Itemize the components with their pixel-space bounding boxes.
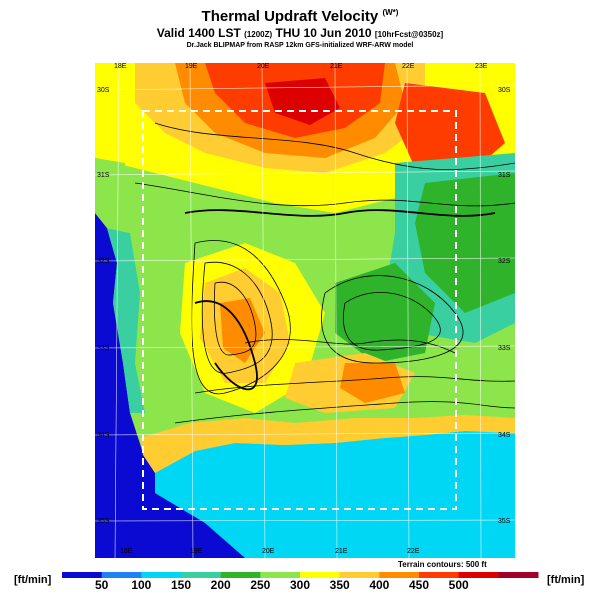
- lat-label-right: 31S: [498, 172, 511, 179]
- colorbar-swatch: [498, 572, 539, 578]
- colorbar-unit-left: [ft/min]: [14, 574, 52, 586]
- colorbar-tick-label: 150: [170, 578, 192, 592]
- lat-label-right: 34S: [498, 432, 511, 439]
- colorbar-swatch: [339, 572, 380, 578]
- colorbar-tick-label: 250: [250, 578, 271, 592]
- lat-label-left: 32S: [97, 258, 110, 265]
- updraft-map: 18E 19E 20E 21E 22E 23E 18E 19E 20E 21E …: [95, 63, 515, 558]
- colorbar-tick-label: 100: [131, 578, 152, 592]
- colorbar-swatch: [300, 572, 341, 578]
- colorbar-tick-label: 200: [210, 578, 231, 592]
- colorbar-swatch: [379, 572, 420, 578]
- lon-label-top: 22E: [402, 63, 415, 70]
- lat-label-left: 35S: [97, 518, 110, 525]
- colorbar-swatch: [181, 572, 222, 578]
- lat-label-left: 31S: [97, 172, 110, 179]
- lon-label-top: 23E: [475, 63, 488, 70]
- colorbar-tick-label: 500: [448, 578, 469, 592]
- colorbar-swatch: [419, 572, 460, 578]
- lat-label-right: 35S: [498, 518, 511, 525]
- colorbar-tick-label: 350: [329, 578, 350, 592]
- lon-label-top: 18E: [114, 63, 127, 70]
- lon-label-bottom: 21E: [335, 548, 348, 555]
- lat-label-left: 34S: [97, 432, 110, 439]
- lat-label-left: 33S: [97, 345, 110, 352]
- lon-label-top: 21E: [330, 63, 343, 70]
- lon-label-top: 20E: [257, 63, 270, 70]
- lat-label-left: 30S: [97, 87, 110, 94]
- colorbar-swatch: [101, 572, 142, 578]
- colorbar-swatch: [220, 572, 261, 578]
- lat-label-right: 33S: [498, 345, 511, 352]
- colorbar: [62, 572, 539, 578]
- colorbar-tick-label: 50: [94, 578, 109, 592]
- lat-label-right: 32S: [498, 258, 511, 265]
- map-title: Thermal Updraft Velocity (W*): [201, 8, 399, 25]
- map-valid-time: Valid 1400 LST (1200Z) THU 10 Jun 2010 […: [156, 26, 444, 40]
- colorbar-swatch: [458, 572, 499, 578]
- colorbar-tick-label: 450: [408, 578, 430, 592]
- colorbar-tick-label: 300: [289, 578, 311, 592]
- lon-label-bottom: 22E: [407, 548, 420, 555]
- lon-label-top: 19E: [185, 63, 198, 70]
- lon-label-bottom: 20E: [262, 548, 275, 555]
- lon-label-bottom: 18E: [120, 548, 133, 555]
- colorbar-swatch: [62, 572, 103, 578]
- colorbar-unit-right: [ft/min]: [547, 574, 585, 586]
- colorbar-tick-label: 400: [369, 578, 390, 592]
- colorbar-swatch: [141, 572, 182, 578]
- lat-label-right: 30S: [498, 87, 511, 94]
- terrain-contours-note: Terrain contours: 500 ft: [398, 560, 487, 569]
- lon-label-bottom: 19E: [190, 548, 203, 555]
- colorbar-swatch: [260, 572, 301, 578]
- map-credits: Dr.Jack BLIPMAP from RASP 12km GFS-initi…: [186, 42, 414, 49]
